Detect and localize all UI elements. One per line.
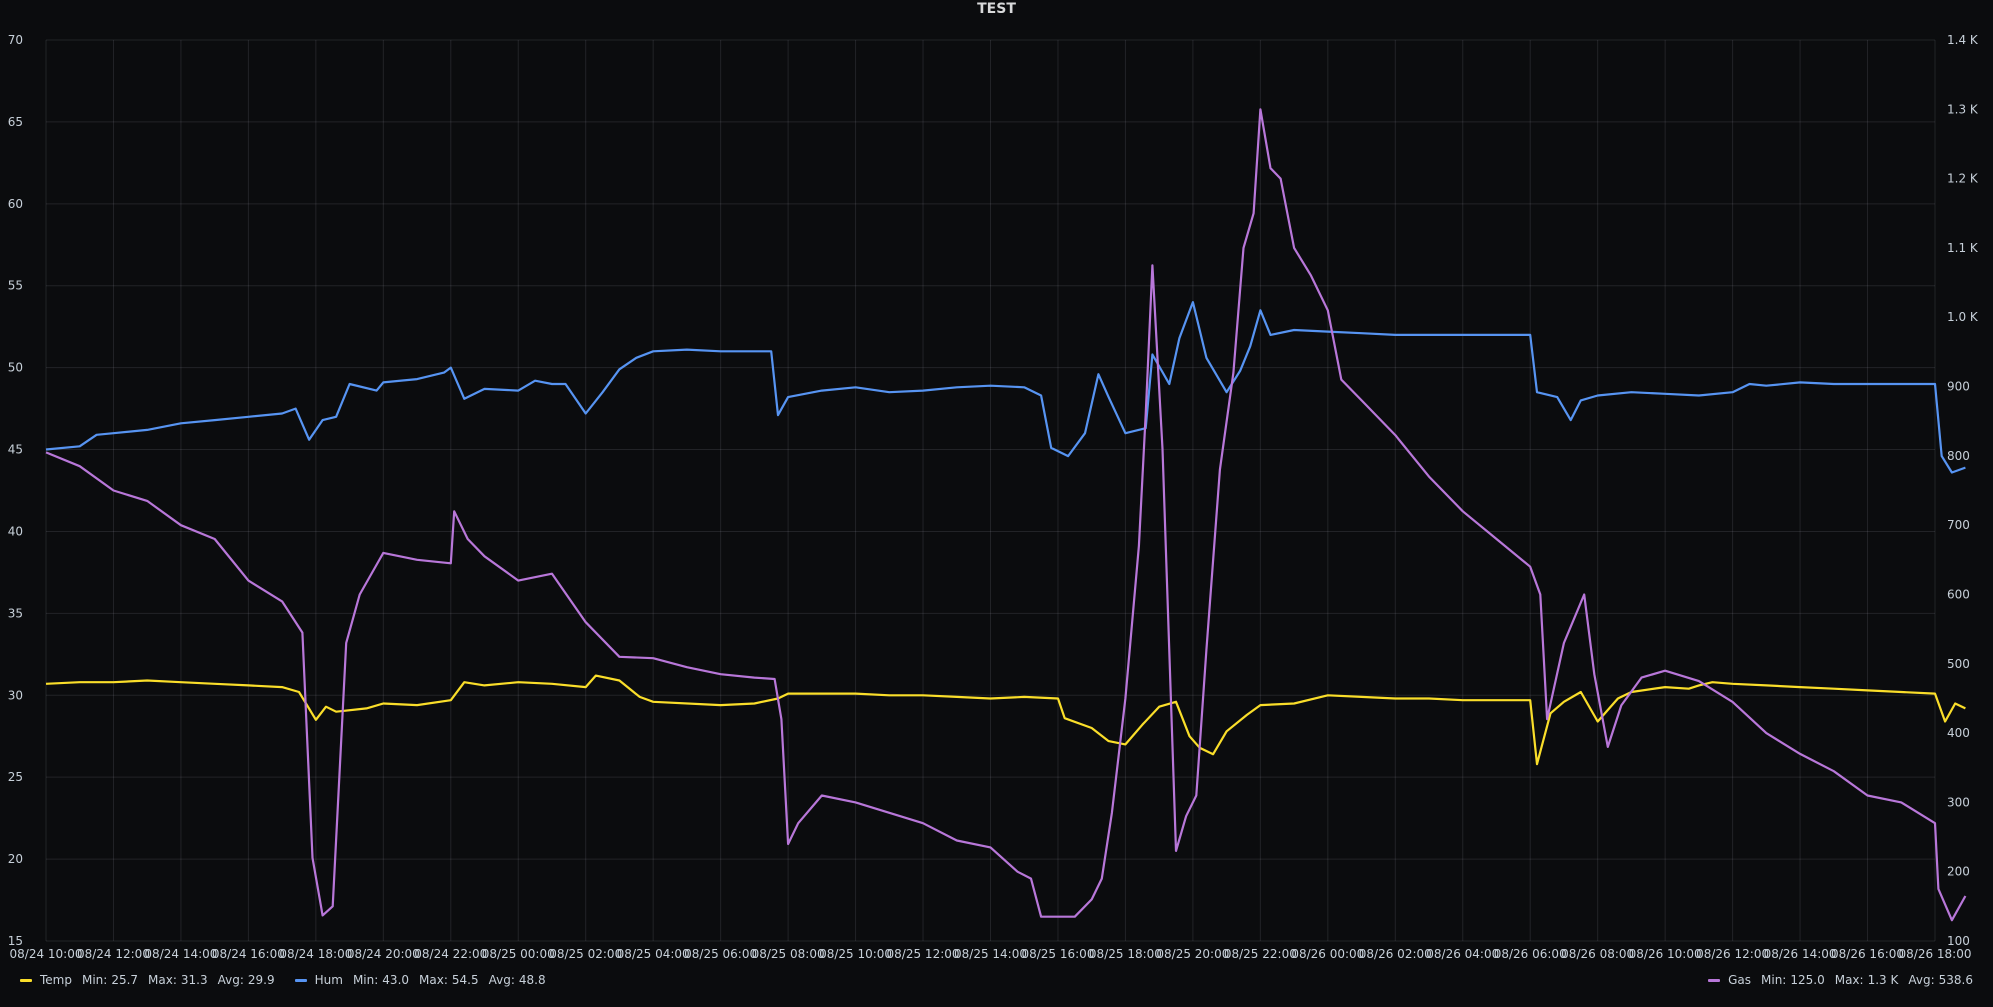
x-tick-label: 08/26 00:00 (1291, 947, 1364, 961)
right-tick-label: 300 (1947, 795, 1970, 809)
left-tick-label: 55 (8, 279, 23, 293)
x-tick-label: 08/25 08:00 (752, 947, 825, 961)
right-tick-label: 400 (1947, 726, 1970, 740)
right-tick-label: 800 (1947, 449, 1970, 463)
legend-name-hum: Hum (314, 973, 343, 987)
left-tick-label: 20 (8, 852, 23, 866)
x-tick-label: 08/26 02:00 (1359, 947, 1432, 961)
legend-avg-temp: Avg: 29.9 (217, 973, 275, 987)
right-tick-label: 1.0 K (1947, 310, 1979, 324)
legend-avg-gas: Avg: 538.6 (1908, 973, 1973, 987)
x-tick-label: 08/26 06:00 (1494, 947, 1567, 961)
legend-swatch-hum (294, 978, 307, 982)
series-line-gas (45, 108, 1967, 922)
legend-name-temp: Temp (40, 973, 72, 987)
legend-name-gas: Gas (1728, 973, 1752, 987)
series-line-hum (45, 301, 1966, 474)
right-tick-label: 600 (1947, 587, 1970, 601)
legend-max-temp: Max: 31.3 (148, 973, 208, 987)
left-tick-label: 45 (8, 443, 23, 457)
right-tick-label: 1.3 K (1947, 102, 1979, 116)
left-tick-label: 65 (8, 115, 23, 129)
x-tick-label: 08/24 20:00 (347, 947, 420, 961)
right-tick-label: 500 (1947, 657, 1970, 671)
x-tick-label: 08/24 12:00 (77, 947, 150, 961)
legend-swatch-temp (20, 978, 32, 982)
left-tick-label: 40 (8, 524, 23, 538)
right-tick-label: 1.4 K (1947, 33, 1979, 47)
legend-min-temp: Min: 25.7 (81, 973, 139, 987)
x-tick-label: 08/25 04:00 (617, 947, 690, 961)
x-tick-label: 08/26 16:00 (1831, 947, 1904, 961)
right-axis-ticks: 1.4 K 1.3 K 1.2 K 1.1 K 1.0 K 900 800 700 600 500… (1947, 33, 1979, 948)
chart-title: TEST (977, 1, 1016, 17)
legend-right: Gas Min: 125.0 Max: 1.3 K Avg: 538.6 (1708, 973, 1973, 987)
legend-max-hum: Max: 54.5 (419, 973, 479, 987)
x-tick-label: 08/26 12:00 (1696, 947, 1769, 961)
legend-item-gas[interactable]: Gas Min: 125.0 Max: 1.3 K Avg: 538.6 (1708, 973, 1973, 987)
right-tick-label: 1.2 K (1947, 172, 1979, 186)
right-tick-label: 100 (1947, 934, 1970, 948)
legend-swatch-gas (1708, 978, 1721, 982)
x-tick-label: 08/26 10:00 (1629, 947, 1702, 961)
x-tick-label: 08/26 18:00 (1899, 947, 1972, 961)
right-tick-label: 900 (1947, 380, 1970, 394)
x-tick-label: 08/25 12:00 (887, 947, 960, 961)
right-tick-label: 1.1 K (1947, 241, 1979, 255)
left-tick-label: 50 (8, 361, 23, 375)
x-tick-label: 08/24 14:00 (144, 947, 217, 961)
legend-min-hum: Min: 43.0 (352, 973, 410, 987)
x-tick-label: 08/24 22:00 (414, 947, 487, 961)
legend-left: Temp Min: 25.7 Max: 31.3 Avg: 29.9 Hum Min:… (20, 973, 566, 987)
x-tick-label: 08/25 16:00 (1021, 947, 1094, 961)
right-tick-label: 700 (1947, 518, 1970, 532)
left-tick-label: 15 (8, 934, 23, 948)
legend-avg-hum: Avg: 48.8 (488, 973, 546, 987)
series-lines (45, 108, 1967, 922)
x-tick-label: 08/25 18:00 (1089, 947, 1162, 961)
x-tick-label: 08/26 14:00 (1764, 947, 1837, 961)
x-tick-label: 08/26 08:00 (1561, 947, 1634, 961)
x-tick-label: 08/25 10:00 (819, 947, 892, 961)
x-tick-label: 08/24 10:00 (10, 947, 83, 961)
legend-max-gas: Max: 1.3 K (1834, 973, 1899, 987)
left-tick-label: 70 (8, 33, 23, 47)
x-tick-label: 08/24 16:00 (212, 947, 285, 961)
legend-item-temp[interactable]: Temp Min: 25.7 Max: 31.3 Avg: 29.9 (20, 973, 285, 987)
left-tick-label: 60 (8, 197, 23, 211)
series-line-temp (45, 674, 1966, 766)
left-axis-ticks: 70 65 60 55 50 45 40 35 30 25 20 15 (8, 33, 23, 948)
grid (45, 39, 1936, 942)
x-tick-label: 08/26 04:00 (1426, 947, 1499, 961)
right-tick-label: 200 (1947, 865, 1970, 879)
x-tick-label: 08/24 18:00 (279, 947, 352, 961)
x-tick-label: 08/25 02:00 (549, 947, 622, 961)
left-tick-label: 30 (8, 688, 23, 702)
left-tick-label: 25 (8, 770, 23, 784)
x-tick-label: 08/25 06:00 (684, 947, 757, 961)
x-tick-label: 08/25 00:00 (482, 947, 555, 961)
x-tick-label: 08/25 22:00 (1224, 947, 1297, 961)
x-tick-label: 08/25 14:00 (954, 947, 1027, 961)
legend-min-gas: Min: 125.0 (1761, 973, 1825, 987)
legend-item-hum[interactable]: Hum Min: 43.0 Max: 54.5 Avg: 48.8 (294, 973, 556, 987)
x-tick-label: 08/25 20:00 (1156, 947, 1229, 961)
left-tick-label: 35 (8, 606, 23, 620)
